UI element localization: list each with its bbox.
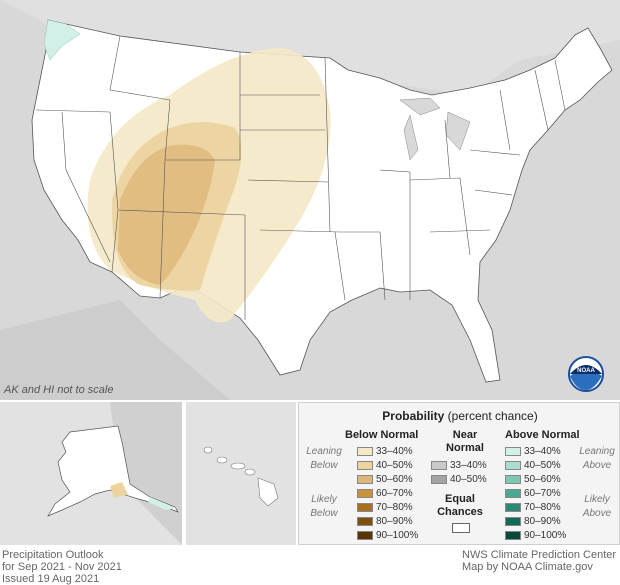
near-normal-row: 40–50% xyxy=(431,474,487,486)
below-normal-row: 40–50% xyxy=(357,460,413,472)
alaska-shape xyxy=(47,425,179,517)
footer-issue-date: Issued 19 Aug 2021 xyxy=(2,573,100,585)
above-normal-label: 90–100% xyxy=(524,530,567,541)
footer-credit-cpc: NWS Climate Prediction Center xyxy=(462,549,617,561)
hawaii-islands xyxy=(203,446,279,507)
above-normal-swatch xyxy=(505,475,521,484)
legend-title-bold: Probability xyxy=(382,409,445,423)
below-normal-label: 90–100% xyxy=(376,530,419,541)
lake-superior xyxy=(399,97,441,116)
conus-map: NOAA xyxy=(0,0,620,400)
above-normal-row: 50–60% xyxy=(505,474,561,486)
below-normal-swatch xyxy=(357,489,373,498)
below-normal-label: 33–40% xyxy=(376,446,413,457)
below-normal-heading: Below Normal xyxy=(345,429,419,441)
alaska-below-region xyxy=(110,482,128,498)
above-normal-label: 60–70% xyxy=(524,488,561,499)
below-normal-swatch xyxy=(357,531,373,540)
below-normal-label: 60–70% xyxy=(376,488,413,499)
noaa-logo-text: NOAA xyxy=(577,368,595,374)
above-normal-swatch xyxy=(505,531,521,540)
above-normal-label: 33–40% xyxy=(524,446,561,457)
legend-title: Probability (percent chance) xyxy=(299,409,620,423)
below-normal-row: 60–70% xyxy=(357,488,413,500)
above-normal-swatch xyxy=(505,489,521,498)
conus-map-svg: NOAA xyxy=(0,0,620,400)
above-normal-heading: Above Normal xyxy=(505,429,580,441)
near-normal-swatch xyxy=(431,461,447,470)
footer-valid-period: for Sep 2021 - Nov 2021 xyxy=(2,561,122,573)
alaska-inset xyxy=(0,402,182,545)
below-normal-row: 50–60% xyxy=(357,474,413,486)
above-normal-row: 60–70% xyxy=(505,488,561,500)
leaning-above-label: Leaning Above xyxy=(579,446,615,471)
above-normal-row: 40–50% xyxy=(505,460,561,472)
above-normal-row: 80–90% xyxy=(505,516,561,528)
footer-left: Precipitation Outlook for Sep 2021 - Nov… xyxy=(2,549,122,585)
leaning-below-label: Leaning Below xyxy=(306,446,342,471)
canada-inset-land xyxy=(110,402,182,545)
below-normal-50-60-region xyxy=(118,144,215,285)
likely-below-label: Likely Below xyxy=(310,494,338,519)
likely-above-label: Likely Above xyxy=(582,494,612,519)
above-normal-33-40-region xyxy=(43,19,81,61)
above-normal-row: 33–40% xyxy=(505,446,561,458)
below-normal-label: 40–50% xyxy=(376,460,413,471)
near-normal-swatch xyxy=(431,475,447,484)
lake-michigan xyxy=(403,114,419,161)
above-normal-row: 90–100% xyxy=(505,530,566,542)
scale-note: AK and HI not to scale xyxy=(4,384,114,396)
below-normal-label: 70–80% xyxy=(376,502,413,513)
mexico-land xyxy=(0,300,230,400)
equal-chances-label: Equal Chances xyxy=(437,493,483,518)
above-normal-label: 80–90% xyxy=(524,516,561,527)
below-normal-row: 90–100% xyxy=(357,530,418,542)
equal-chances-swatch xyxy=(452,523,470,533)
hawaii-inset-svg xyxy=(186,402,296,545)
alaska-inset-svg xyxy=(0,402,182,545)
state-boundaries xyxy=(35,35,566,320)
near-normal-heading: Near Normal xyxy=(446,429,484,454)
legend-title-rest: (percent chance) xyxy=(444,409,538,423)
below-normal-swatch xyxy=(357,503,373,512)
footer-credit-map: Map by NOAA Climate.gov xyxy=(462,561,593,573)
near-normal-row: 33–40% xyxy=(431,460,487,472)
below-normal-label: 80–90% xyxy=(376,516,413,527)
above-normal-label: 70–80% xyxy=(524,502,561,513)
near-normal-label: 33–40% xyxy=(450,460,487,471)
lake-huron xyxy=(445,111,471,151)
below-normal-swatch xyxy=(357,461,373,470)
footer-product-title: Precipitation Outlook xyxy=(2,549,104,561)
above-normal-row: 70–80% xyxy=(505,502,561,514)
above-normal-swatch xyxy=(505,517,521,526)
above-normal-swatch xyxy=(505,461,521,470)
below-normal-row: 33–40% xyxy=(357,446,413,458)
below-normal-swatch xyxy=(357,475,373,484)
above-normal-label: 40–50% xyxy=(524,460,561,471)
footer-right: NWS Climate Prediction Center Map by NOA… xyxy=(462,549,616,573)
hawaii-inset xyxy=(186,402,296,545)
above-normal-label: 50–60% xyxy=(524,474,561,485)
below-normal-label: 50–60% xyxy=(376,474,413,485)
below-normal-row: 70–80% xyxy=(357,502,413,514)
below-normal-row: 80–90% xyxy=(357,516,413,528)
near-normal-label: 40–50% xyxy=(450,474,487,485)
alaska-above-region xyxy=(148,497,176,510)
canada-land xyxy=(0,0,620,95)
below-normal-swatch xyxy=(357,517,373,526)
noaa-logo: NOAA xyxy=(568,356,604,392)
above-normal-swatch xyxy=(505,503,521,512)
below-normal-swatch xyxy=(357,447,373,456)
above-normal-swatch xyxy=(505,447,521,456)
legend-panel: Probability (percent chance) Below Norma… xyxy=(298,402,620,545)
